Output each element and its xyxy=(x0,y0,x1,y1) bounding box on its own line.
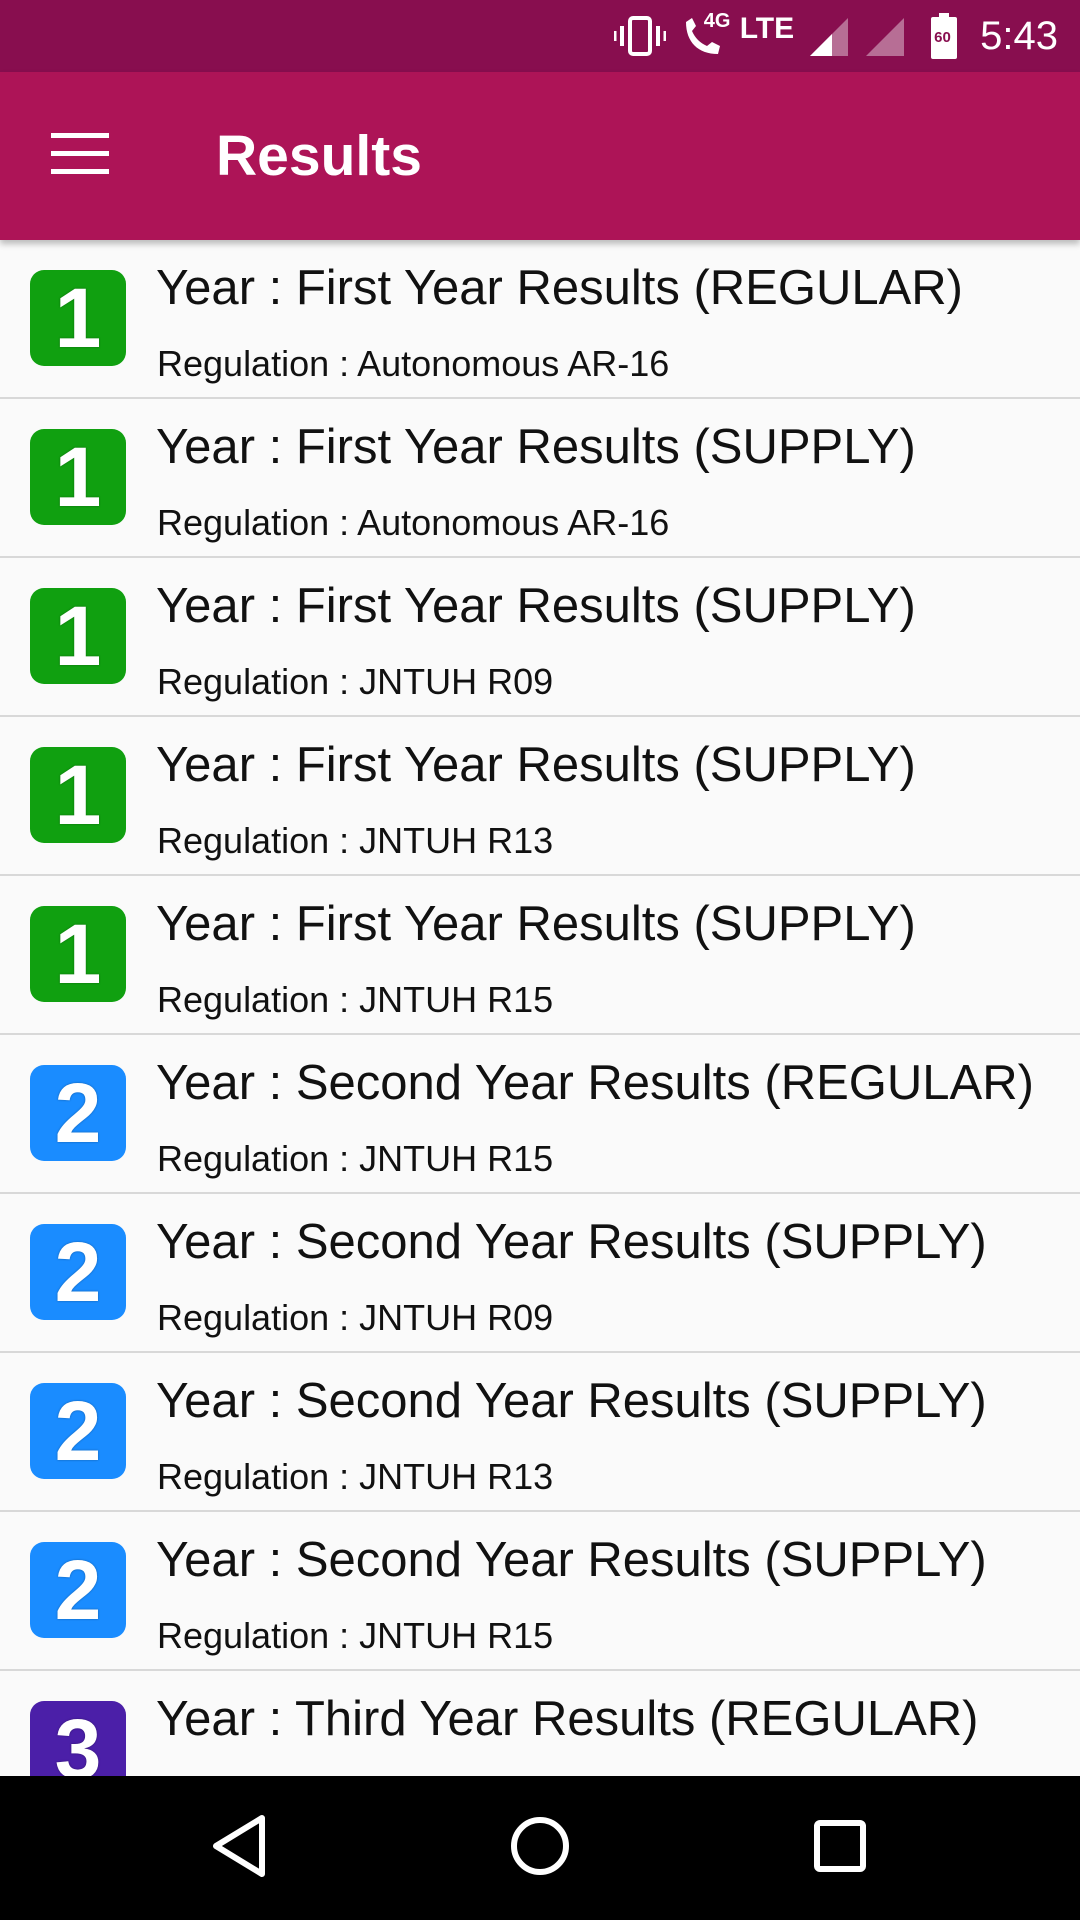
list-item[interactable]: 3 Year : Third Year Results (REGULAR) xyxy=(0,1671,1080,1776)
battery-icon: 60 xyxy=(930,13,958,59)
home-icon xyxy=(508,1814,572,1883)
year-badge-icon: 1 xyxy=(30,429,126,525)
result-title: Year : First Year Results (SUPPLY) xyxy=(156,579,916,633)
recents-icon xyxy=(812,1818,868,1879)
list-item[interactable]: 2 Year : Second Year Results (REGULAR) R… xyxy=(0,1035,1080,1194)
result-title: Year : First Year Results (SUPPLY) xyxy=(156,420,916,474)
result-title: Year : Second Year Results (SUPPLY) xyxy=(156,1374,987,1428)
list-item[interactable]: 2 Year : Second Year Results (SUPPLY) Re… xyxy=(0,1353,1080,1512)
result-regulation: Regulation : JNTUH R13 xyxy=(157,820,554,861)
year-badge-icon: 2 xyxy=(30,1224,126,1320)
result-title: Year : Third Year Results (REGULAR) xyxy=(156,1692,979,1746)
list-item[interactable]: 1 Year : First Year Results (SUPPLY) Reg… xyxy=(0,399,1080,558)
list-item[interactable]: 1 Year : First Year Results (REGULAR) Re… xyxy=(0,240,1080,399)
network-type-label: 4G xyxy=(703,10,731,32)
result-regulation: Regulation : JNTUH R15 xyxy=(157,1615,554,1656)
year-badge-icon: 2 xyxy=(30,1065,126,1161)
battery-level-label: 60 xyxy=(934,29,951,46)
result-title: Year : Second Year Results (SUPPLY) xyxy=(156,1533,987,1587)
result-title: Year : First Year Results (SUPPLY) xyxy=(156,897,916,951)
signal-icon xyxy=(808,14,850,58)
list-item[interactable]: 2 Year : Second Year Results (SUPPLY) Re… xyxy=(0,1512,1080,1671)
status-icons: 4G LTE 60 5:43 xyxy=(613,0,1058,72)
year-badge-icon: 1 xyxy=(30,747,126,843)
back-button[interactable] xyxy=(190,1798,290,1898)
result-regulation: Regulation : JNTUH R15 xyxy=(157,979,554,1020)
year-badge-icon: 1 xyxy=(30,906,126,1002)
recents-button[interactable] xyxy=(790,1798,890,1898)
list-item[interactable]: 2 Year : Second Year Results (SUPPLY) Re… xyxy=(0,1194,1080,1353)
result-title: Year : Second Year Results (REGULAR) xyxy=(156,1056,1034,1110)
list-item[interactable]: 1 Year : First Year Results (SUPPLY) Reg… xyxy=(0,558,1080,717)
list-item[interactable]: 1 Year : First Year Results (SUPPLY) Reg… xyxy=(0,876,1080,1035)
result-regulation: Regulation : JNTUH R09 xyxy=(157,661,554,702)
result-regulation: Regulation : JNTUH R09 xyxy=(157,1297,554,1338)
year-badge-icon: 1 xyxy=(30,588,126,684)
back-icon xyxy=(210,1814,270,1883)
lte-label: LTE xyxy=(739,12,795,45)
hamburger-menu-icon xyxy=(51,132,109,180)
page-title: Results xyxy=(216,124,422,188)
home-button[interactable] xyxy=(490,1798,590,1898)
result-title: Year : First Year Results (REGULAR) xyxy=(156,261,963,315)
wifi-calling-icon: 4G xyxy=(680,10,730,58)
year-badge-icon: 3 xyxy=(30,1701,126,1776)
result-regulation: Regulation : Autonomous AR-16 xyxy=(157,343,670,384)
year-badge-icon: 2 xyxy=(30,1383,126,1479)
list-item[interactable]: 1 Year : First Year Results (SUPPLY) Reg… xyxy=(0,717,1080,876)
results-list[interactable]: 1 Year : First Year Results (REGULAR) Re… xyxy=(0,240,1080,1776)
result-regulation: Regulation : JNTUH R13 xyxy=(157,1456,554,1497)
clock: 5:43 xyxy=(980,13,1058,58)
result-regulation: Regulation : Autonomous AR-16 xyxy=(157,502,670,543)
status-bar: 4G LTE 60 5:43 xyxy=(0,0,1080,72)
navigation-bar xyxy=(0,1776,1080,1920)
year-badge-icon: 1 xyxy=(30,270,126,366)
result-regulation: Regulation : JNTUH R15 xyxy=(157,1138,554,1179)
menu-button[interactable] xyxy=(40,116,120,196)
signal-icon xyxy=(864,14,906,58)
year-badge-icon: 2 xyxy=(30,1542,126,1638)
result-title: Year : First Year Results (SUPPLY) xyxy=(156,738,916,792)
result-title: Year : Second Year Results (SUPPLY) xyxy=(156,1215,987,1269)
app-bar: Results xyxy=(0,72,1080,240)
vibrate-icon xyxy=(613,14,666,58)
